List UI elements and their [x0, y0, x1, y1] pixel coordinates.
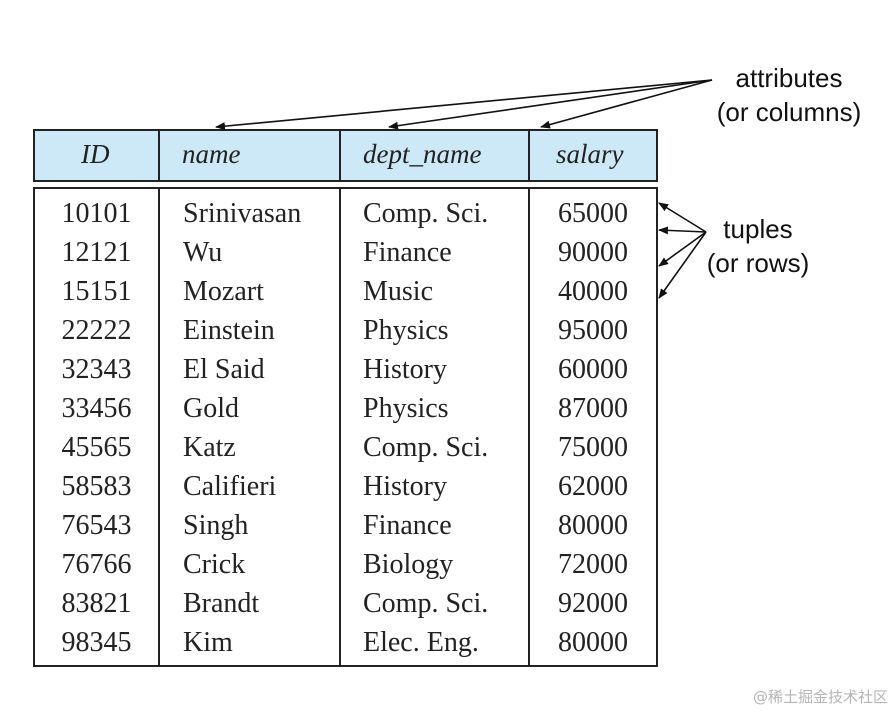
cell-dept-name: Music	[363, 276, 433, 307]
cell-name: Wu	[183, 237, 223, 268]
cell-id: 12121	[61, 237, 132, 268]
cell-name: Srinivasan	[183, 198, 302, 229]
cell-name: Kim	[183, 627, 233, 658]
cell-dept-name: Comp. Sci.	[363, 198, 489, 229]
cell-name: Brandt	[183, 588, 260, 619]
cell-salary: 95000	[558, 315, 628, 346]
cell-id: 83821	[61, 588, 132, 619]
column-header-dept-name: dept_name	[363, 139, 482, 169]
arrow-to-dept-name	[388, 79, 713, 130]
cell-dept-name: Physics	[363, 315, 449, 346]
cell-dept-name: Physics	[363, 393, 449, 424]
cell-salary: 60000	[558, 354, 628, 385]
cell-salary: 90000	[558, 237, 628, 268]
attributes-label: attributes (or columns)	[704, 61, 874, 129]
cell-salary: 40000	[558, 276, 628, 307]
cell-dept-name: Comp. Sci.	[363, 432, 489, 463]
cell-id: 76543	[61, 510, 132, 541]
column-divider	[528, 187, 530, 665]
cell-dept-name: History	[363, 471, 447, 502]
cell-salary: 92000	[558, 588, 628, 619]
cell-salary: 80000	[558, 510, 628, 541]
watermark: @稀土掘金技术社区	[752, 688, 888, 706]
cell-id: 32343	[61, 354, 132, 385]
cell-name: Califieri	[183, 471, 277, 502]
cell-name: El Said	[183, 354, 265, 385]
cell-id: 45565	[61, 432, 132, 463]
arrow-to-row-3	[658, 231, 707, 267]
cell-name: Singh	[183, 510, 249, 541]
column-divider	[158, 187, 160, 665]
cell-id: 58583	[61, 471, 132, 502]
column-header-id: ID	[81, 139, 110, 169]
cell-name: Katz	[183, 432, 236, 463]
column-divider	[339, 187, 341, 665]
cell-name: Mozart	[183, 276, 264, 307]
cell-id: 22222	[61, 315, 132, 346]
relation-header	[33, 129, 658, 182]
cell-dept-name: Elec. Eng.	[363, 627, 479, 658]
column-divider	[339, 129, 341, 180]
column-header-salary: salary	[556, 139, 624, 169]
tuples-arrows	[658, 202, 707, 299]
arrow-to-row-4	[658, 231, 707, 299]
cell-salary: 72000	[558, 549, 628, 580]
column-header-name: name	[182, 139, 241, 169]
cell-dept-name: Finance	[363, 237, 452, 268]
cell-id: 10101	[61, 198, 132, 229]
cell-name: Gold	[183, 393, 239, 424]
cell-dept-name: Finance	[363, 510, 452, 541]
arrow-to-salary	[540, 79, 713, 129]
cell-salary: 80000	[558, 627, 628, 658]
cell-dept-name: History	[363, 354, 447, 385]
cell-salary: 62000	[558, 471, 628, 502]
cell-name: Einstein	[183, 315, 275, 346]
cell-id: 76766	[61, 549, 132, 580]
cell-name: Crick	[183, 549, 246, 580]
cell-salary: 75000	[558, 432, 628, 463]
column-divider	[158, 129, 160, 180]
cell-id: 33456	[61, 393, 132, 424]
tuples-label: tuples (or rows)	[695, 212, 821, 280]
cell-dept-name: Comp. Sci.	[363, 588, 489, 619]
tuples-label-line2: (or rows)	[706, 248, 810, 278]
relation-body	[33, 187, 658, 667]
cell-salary: 87000	[558, 393, 628, 424]
arrow-to-name	[215, 79, 713, 131]
attributes-label-line2: (or columns)	[716, 97, 862, 127]
attributes-arrows	[215, 79, 713, 131]
arrow-to-row-1	[658, 202, 707, 233]
cell-id: 98345	[61, 627, 132, 658]
attributes-label-line1: attributes	[735, 63, 843, 93]
column-divider	[528, 129, 530, 180]
arrow-to-row-2	[658, 226, 707, 235]
tuples-label-line1: tuples	[723, 214, 793, 244]
cell-salary: 65000	[558, 198, 628, 229]
cell-dept-name: Biology	[363, 549, 454, 580]
cell-id: 15151	[61, 276, 132, 307]
